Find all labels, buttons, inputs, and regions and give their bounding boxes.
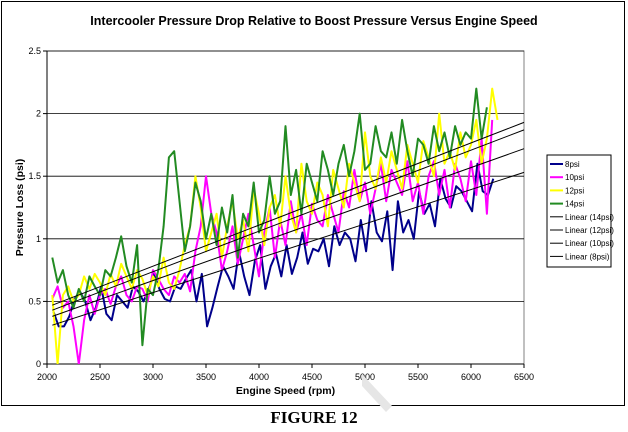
legend-label-14psi: 14psi — [565, 200, 584, 209]
y-tick-label: 2.5 — [28, 46, 41, 56]
legend-label-8psi: 8psi — [565, 160, 580, 169]
chart-title: Intercooler Pressure Drop Relative to Bo… — [90, 14, 537, 28]
series-line-linear-8psi — [52, 171, 525, 326]
y-axis-label: Pressure Loss (psi) — [14, 159, 26, 256]
legend-label-linear-8psi: Linear (8psi) — [565, 252, 610, 261]
chart-svg: Intercooler Pressure Drop Relative to Bo… — [14, 14, 614, 397]
y-tick-label: 1 — [36, 234, 41, 244]
legend-label-linear-10psi: Linear (10psi) — [565, 239, 614, 248]
y-tick-label: 0.5 — [28, 296, 41, 306]
x-tick-label: 6500 — [514, 372, 534, 382]
x-tick-label: 5500 — [408, 372, 428, 382]
y-tick-label: 2 — [36, 109, 41, 119]
legend-label-10psi: 10psi — [565, 173, 584, 182]
series-line-linear-12psi — [52, 129, 525, 311]
legend-label-12psi: 12psi — [565, 186, 584, 195]
x-tick-label: 3000 — [143, 372, 163, 382]
x-axis-label: Engine Speed (rpm) — [236, 385, 335, 397]
series-line-14psi — [51, 87, 488, 347]
x-tick-label: 4500 — [302, 372, 322, 382]
y-tick-label: 1.5 — [28, 171, 41, 181]
figure-caption: FIGURE 12 — [270, 408, 358, 427]
legend-label-linear-12psi: Linear (12psi) — [565, 226, 614, 235]
legend-label-linear-14psi: Linear (14psi) — [565, 213, 614, 222]
chart-frame: Intercooler Pressure Drop Relative to Bo… — [1, 1, 625, 406]
x-tick-label: 2500 — [90, 372, 110, 382]
watermark-shape — [362, 374, 392, 412]
legend-box — [546, 154, 612, 268]
series-line-linear-14psi — [52, 121, 525, 306]
series-line-10psi — [51, 119, 494, 364]
plot-area — [46, 50, 525, 365]
y-tick-label: 0 — [36, 359, 41, 369]
series-line-linear-10psi — [52, 148, 525, 317]
x-tick-label: 3500 — [196, 372, 216, 382]
x-tick-label: 4000 — [249, 372, 269, 382]
x-tick-label: 2000 — [37, 372, 57, 382]
x-tick-label: 5000 — [355, 372, 375, 382]
x-tick-label: 6000 — [461, 372, 481, 382]
